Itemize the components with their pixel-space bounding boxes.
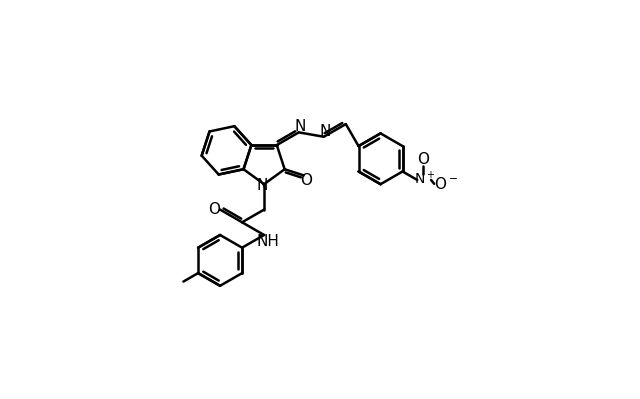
Text: NH: NH xyxy=(257,234,280,249)
Text: O$^-$: O$^-$ xyxy=(435,176,458,192)
Text: N: N xyxy=(294,119,306,134)
Text: N$^+$: N$^+$ xyxy=(414,170,436,187)
Text: N: N xyxy=(256,178,268,193)
Text: O: O xyxy=(208,202,220,217)
Text: N: N xyxy=(319,124,331,139)
Text: O: O xyxy=(417,152,429,168)
Text: O: O xyxy=(300,172,312,188)
